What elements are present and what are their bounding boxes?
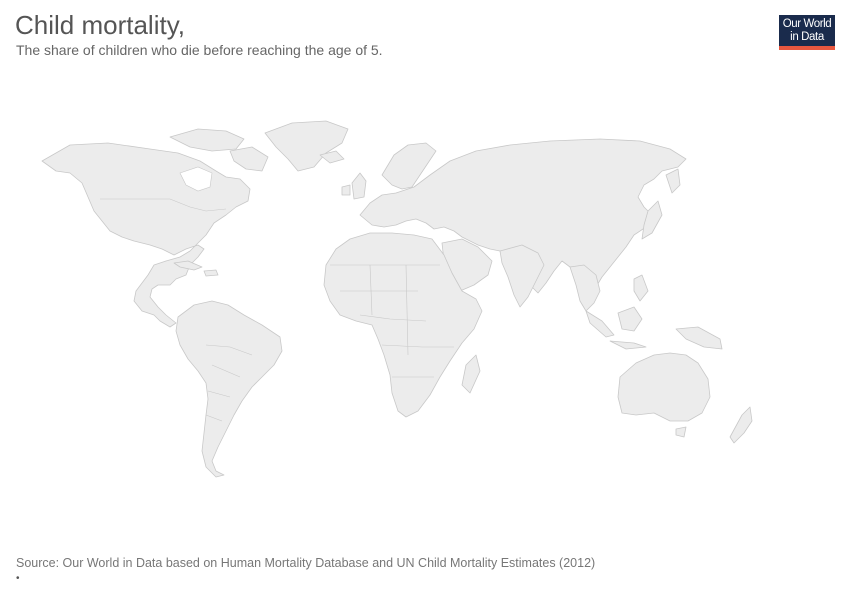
new-zealand[interactable]	[729, 406, 753, 444]
philippines[interactable]	[633, 274, 649, 302]
japan[interactable]	[641, 200, 663, 240]
australia[interactable]	[617, 352, 711, 422]
baffin-island[interactable]	[229, 146, 269, 172]
hispaniola[interactable]	[203, 269, 219, 277]
borneo[interactable]	[617, 306, 643, 332]
logo-accent-bar	[779, 46, 835, 50]
cuba[interactable]	[173, 260, 203, 271]
source-note: Source: Our World in Data based on Human…	[16, 556, 596, 570]
britain[interactable]	[351, 172, 367, 200]
new-guinea[interactable]	[675, 326, 723, 350]
indochina[interactable]	[569, 264, 601, 312]
logo-line-1: Our World	[782, 18, 832, 30]
india[interactable]	[499, 244, 545, 308]
java[interactable]	[609, 340, 647, 350]
sumatra[interactable]	[585, 310, 615, 338]
kamchatka[interactable]	[665, 168, 681, 194]
africa[interactable]	[323, 232, 483, 418]
greenland[interactable]	[264, 120, 349, 172]
iceland[interactable]	[319, 150, 345, 164]
logo-line-2: in Data	[790, 31, 824, 43]
world-map[interactable]	[30, 115, 790, 480]
south-america[interactable]	[175, 300, 283, 478]
owid-logo[interactable]: Our World in Data	[779, 15, 835, 50]
chart-title: Child mortality,	[15, 10, 186, 40]
madagascar[interactable]	[461, 354, 481, 394]
tasmania[interactable]	[675, 426, 687, 438]
arctic-islands[interactable]	[169, 128, 245, 152]
footer-bullet: •	[16, 573, 20, 584]
ireland[interactable]	[341, 184, 351, 196]
north-america[interactable]	[41, 142, 251, 328]
chart-subtitle: The share of children who die before rea…	[16, 42, 383, 58]
scandinavia[interactable]	[381, 142, 437, 190]
